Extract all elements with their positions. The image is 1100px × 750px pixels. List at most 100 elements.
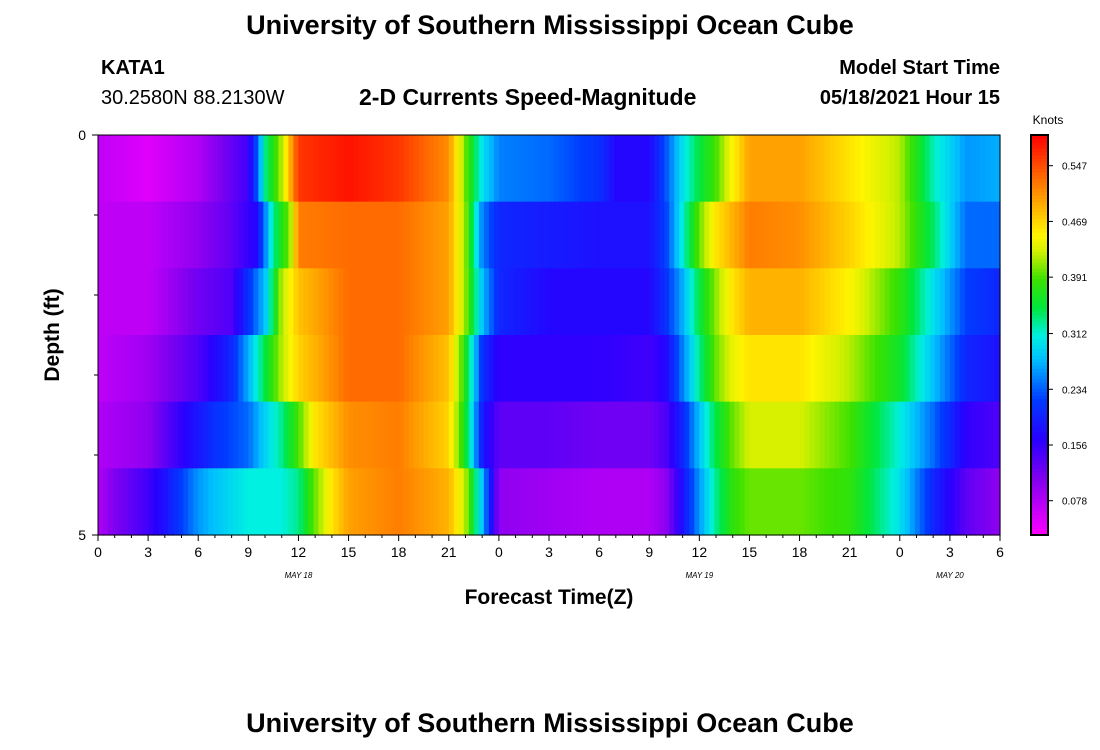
- heatmap-cell: [208, 135, 214, 203]
- heatmap-cell: [979, 201, 986, 269]
- heatmap-cell: [879, 135, 886, 203]
- heatmap-cell: [609, 468, 615, 536]
- heatmap-cell: [253, 201, 259, 269]
- heatmap-cell: [518, 135, 525, 203]
- station-id: KATA1: [101, 57, 165, 79]
- heatmap-cell: [994, 468, 1001, 536]
- heatmap-cell: [143, 401, 149, 469]
- heatmap-cell: [403, 201, 410, 269]
- heatmap-cell: [779, 468, 786, 536]
- heatmap-cell: [198, 201, 204, 269]
- heatmap-cell: [589, 135, 595, 203]
- heatmap-cell: [774, 135, 781, 203]
- heatmap-cell: [178, 335, 184, 403]
- heatmap-cell: [799, 201, 806, 269]
- heatmap-cell: [433, 135, 440, 203]
- model-start-label: Model Start Time: [839, 57, 1000, 79]
- heatmap-cell: [834, 401, 841, 469]
- heatmap-cell: [478, 135, 485, 203]
- heatmap-cell: [624, 401, 630, 469]
- heatmap-cell: [559, 401, 565, 469]
- heatmap-cell: [248, 268, 254, 336]
- heatmap-cell: [709, 135, 715, 203]
- colorbar-swatch: [1031, 328, 1048, 333]
- heatmap-cell: [709, 268, 715, 336]
- heatmap-cell: [313, 201, 320, 269]
- heatmap-cell: [814, 468, 821, 536]
- heatmap-cell: [884, 468, 891, 536]
- colorbar-swatch: [1031, 408, 1048, 413]
- heatmap-cell: [664, 135, 670, 203]
- heatmap-cell: [674, 201, 680, 269]
- heatmap-cell: [228, 201, 234, 269]
- heatmap-cell: [538, 135, 545, 203]
- heatmap-cell: [428, 135, 435, 203]
- heatmap-cell: [168, 201, 174, 269]
- heatmap-cell: [178, 468, 184, 536]
- heatmap-cell: [959, 335, 966, 403]
- colorbar-swatch: [1031, 208, 1048, 213]
- heatmap-cell: [589, 201, 595, 269]
- heatmap-cell: [649, 268, 655, 336]
- heatmap-cell: [438, 468, 445, 536]
- heatmap-cell: [754, 401, 761, 469]
- heatmap-cell: [158, 401, 164, 469]
- heatmap-cell: [318, 268, 325, 336]
- heatmap-cell: [954, 401, 961, 469]
- heatmap-cell: [934, 201, 941, 269]
- heatmap-cell: [393, 135, 400, 203]
- heatmap-cell: [774, 401, 781, 469]
- heatmap-cell: [834, 335, 841, 403]
- heatmap-cell: [373, 135, 380, 203]
- heatmap-cell: [654, 335, 660, 403]
- heatmap-cell: [283, 401, 290, 469]
- colorbar-swatch: [1031, 221, 1048, 226]
- heatmap-cell: [889, 268, 896, 336]
- heatmap-cell: [874, 135, 881, 203]
- heatmap-cell: [549, 401, 555, 469]
- heatmap-cell: [508, 135, 515, 203]
- heatmap-cell: [989, 135, 996, 203]
- heatmap-cell: [438, 135, 445, 203]
- heatmap-cell: [574, 268, 580, 336]
- colorbar-swatch: [1031, 218, 1048, 223]
- heatmap-cell: [358, 135, 365, 203]
- heatmap-cell: [914, 468, 921, 536]
- heatmap-cell: [193, 268, 199, 336]
- heatmap-cell: [368, 335, 375, 403]
- heatmap-cell: [273, 201, 279, 269]
- heatmap-cell: [518, 201, 525, 269]
- heatmap-cell: [298, 401, 305, 469]
- heatmap-cell: [759, 135, 766, 203]
- heatmap-cell: [884, 201, 891, 269]
- heatmap-cell: [523, 268, 530, 336]
- heatmap-cell: [118, 201, 124, 269]
- heatmap-cell: [729, 468, 736, 536]
- colorbar-swatch: [1031, 368, 1048, 373]
- heatmap-cell: [989, 268, 996, 336]
- heatmap-cell: [824, 268, 831, 336]
- heatmap-cell: [754, 268, 761, 336]
- heatmap-cell: [368, 268, 375, 336]
- heatmap-cell: [243, 401, 249, 469]
- heatmap-cell: [714, 335, 720, 403]
- heatmap-cell: [338, 335, 345, 403]
- heatmap-cell: [894, 201, 901, 269]
- heatmap-cell: [894, 135, 901, 203]
- heatmap-cell: [974, 468, 981, 536]
- heatmap-cell: [969, 468, 976, 536]
- heatmap-cell: [804, 335, 811, 403]
- colorbar-swatch: [1031, 335, 1048, 339]
- colorbar-swatch: [1031, 428, 1048, 433]
- heatmap-cell: [584, 401, 590, 469]
- heatmap-cell: [248, 335, 254, 403]
- heatmap-cell: [559, 468, 565, 536]
- heatmap-cell: [729, 401, 736, 469]
- heatmap-cell: [203, 335, 209, 403]
- heatmap-cell: [704, 335, 710, 403]
- heatmap-cell: [919, 268, 926, 336]
- heatmap-cell: [954, 268, 961, 336]
- heatmap-cell: [288, 401, 295, 469]
- heatmap-cell: [834, 201, 841, 269]
